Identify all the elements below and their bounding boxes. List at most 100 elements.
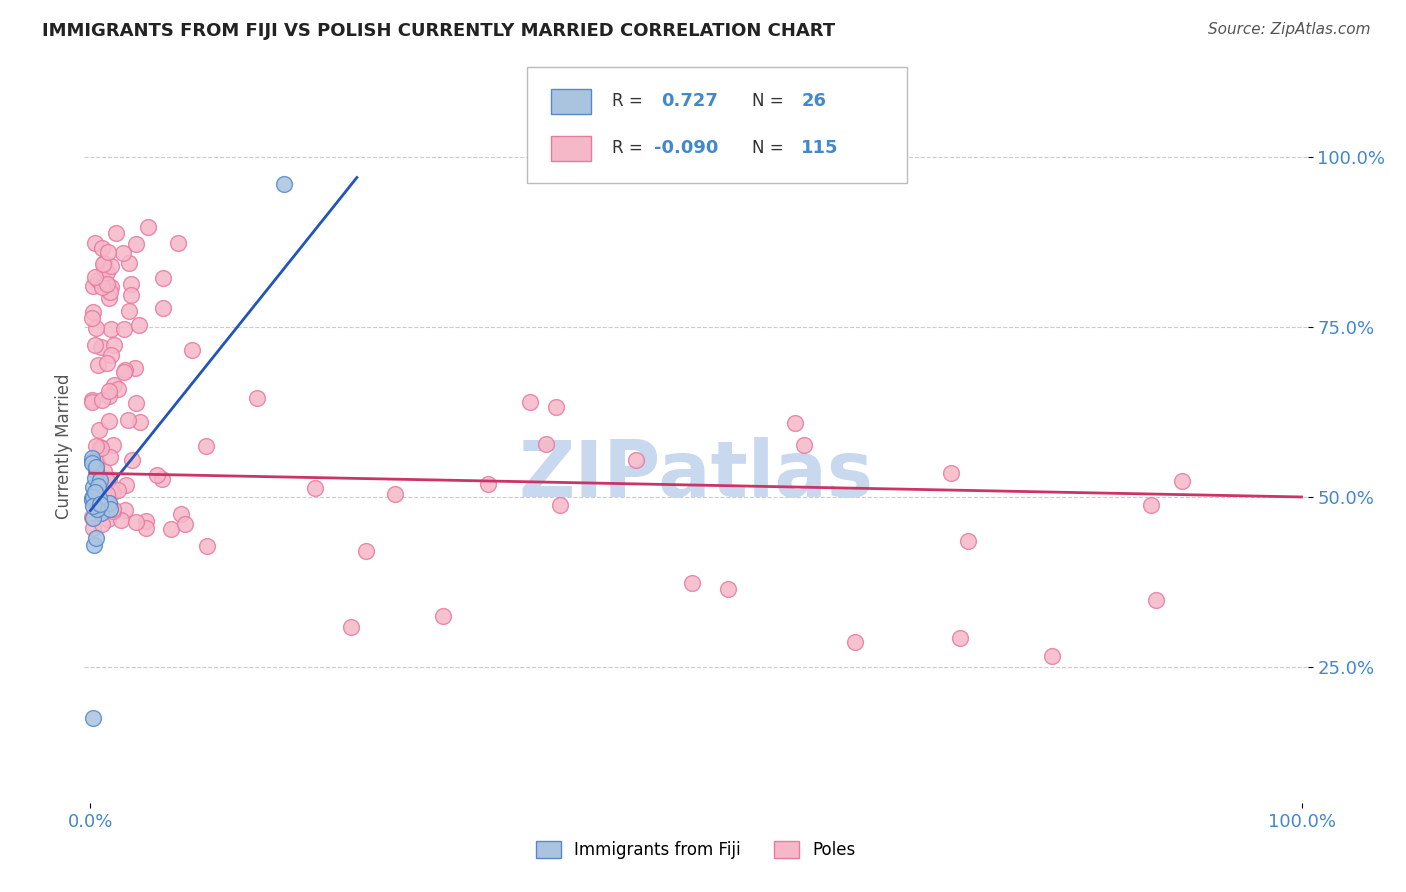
Point <box>120 277 142 291</box>
Point <box>956 534 979 549</box>
Point <box>117 413 139 427</box>
Point <box>96 265 118 279</box>
Point <box>82 304 104 318</box>
Point <box>136 220 159 235</box>
Point <box>82 453 104 467</box>
Point <box>152 270 174 285</box>
Point <box>785 417 807 431</box>
Point <box>100 280 122 294</box>
Point <box>107 483 129 497</box>
Text: ZIPatlas: ZIPatlas <box>519 436 873 513</box>
Point <box>534 437 557 451</box>
Point <box>115 478 138 492</box>
Point <box>91 257 114 271</box>
Point <box>105 226 128 240</box>
Point <box>83 235 105 250</box>
Point <box>83 269 105 284</box>
Point <box>80 491 103 505</box>
Point <box>101 504 124 518</box>
Point <box>941 467 963 481</box>
Point <box>90 280 112 294</box>
Point <box>98 496 121 510</box>
Point <box>93 261 115 276</box>
Point <box>120 288 142 302</box>
Point <box>844 635 866 649</box>
Text: 26: 26 <box>801 93 827 111</box>
Point <box>82 511 104 525</box>
Point <box>135 521 157 535</box>
Point <box>1171 474 1194 488</box>
Point <box>84 439 107 453</box>
Point <box>118 304 141 318</box>
Point <box>304 482 326 496</box>
Point <box>100 348 122 362</box>
Point <box>167 236 190 251</box>
Point <box>93 256 115 270</box>
Point <box>87 423 110 437</box>
Point <box>80 456 103 470</box>
Point <box>86 501 108 516</box>
Point <box>101 502 124 516</box>
Point <box>82 393 104 408</box>
Point <box>114 365 136 379</box>
Point <box>80 395 103 409</box>
Point <box>97 472 120 486</box>
Point <box>98 414 121 428</box>
Point <box>114 363 136 377</box>
Point <box>80 450 103 465</box>
Point <box>1040 649 1063 664</box>
Point <box>86 487 108 501</box>
Point <box>90 241 112 255</box>
Point <box>103 378 125 392</box>
Point <box>80 510 103 524</box>
Point <box>93 464 115 478</box>
Point <box>82 499 104 513</box>
Point <box>173 516 195 531</box>
Point <box>91 516 114 531</box>
Point <box>150 473 173 487</box>
Point <box>1140 499 1163 513</box>
Text: 115: 115 <box>801 139 839 157</box>
Point <box>98 502 121 516</box>
Point <box>194 439 217 453</box>
Point <box>86 273 108 287</box>
Point <box>118 256 141 270</box>
Point <box>949 632 972 646</box>
Point <box>101 438 124 452</box>
Point <box>717 582 740 596</box>
Point <box>170 507 193 521</box>
Point <box>128 318 150 333</box>
Point <box>83 537 105 551</box>
Point <box>80 492 103 507</box>
Point <box>624 453 647 467</box>
Point <box>100 322 122 336</box>
Point <box>90 507 112 521</box>
Point <box>86 464 108 478</box>
Point <box>90 441 112 455</box>
Point <box>96 356 118 370</box>
Point <box>145 468 167 483</box>
Point <box>94 276 117 290</box>
Point <box>82 711 104 725</box>
Point <box>121 453 143 467</box>
Text: N =: N = <box>752 93 783 111</box>
Text: R =: R = <box>612 139 643 157</box>
Point <box>89 497 111 511</box>
Point <box>87 479 110 493</box>
Point <box>101 484 124 499</box>
Point <box>82 279 104 293</box>
Point <box>89 473 111 487</box>
Point <box>550 498 572 512</box>
Point <box>96 277 118 291</box>
Point <box>111 246 134 260</box>
Text: 0.727: 0.727 <box>661 93 717 111</box>
Point <box>273 178 295 192</box>
Text: IMMIGRANTS FROM FIJI VS POLISH CURRENTLY MARRIED CORRELATION CHART: IMMIGRANTS FROM FIJI VS POLISH CURRENTLY… <box>42 22 835 40</box>
Point <box>110 513 132 527</box>
Point <box>103 338 125 352</box>
Point <box>93 472 115 486</box>
Point <box>89 440 111 454</box>
Point <box>246 391 269 405</box>
Point <box>89 479 111 493</box>
Legend: Immigrants from Fiji, Poles: Immigrants from Fiji, Poles <box>530 834 862 866</box>
